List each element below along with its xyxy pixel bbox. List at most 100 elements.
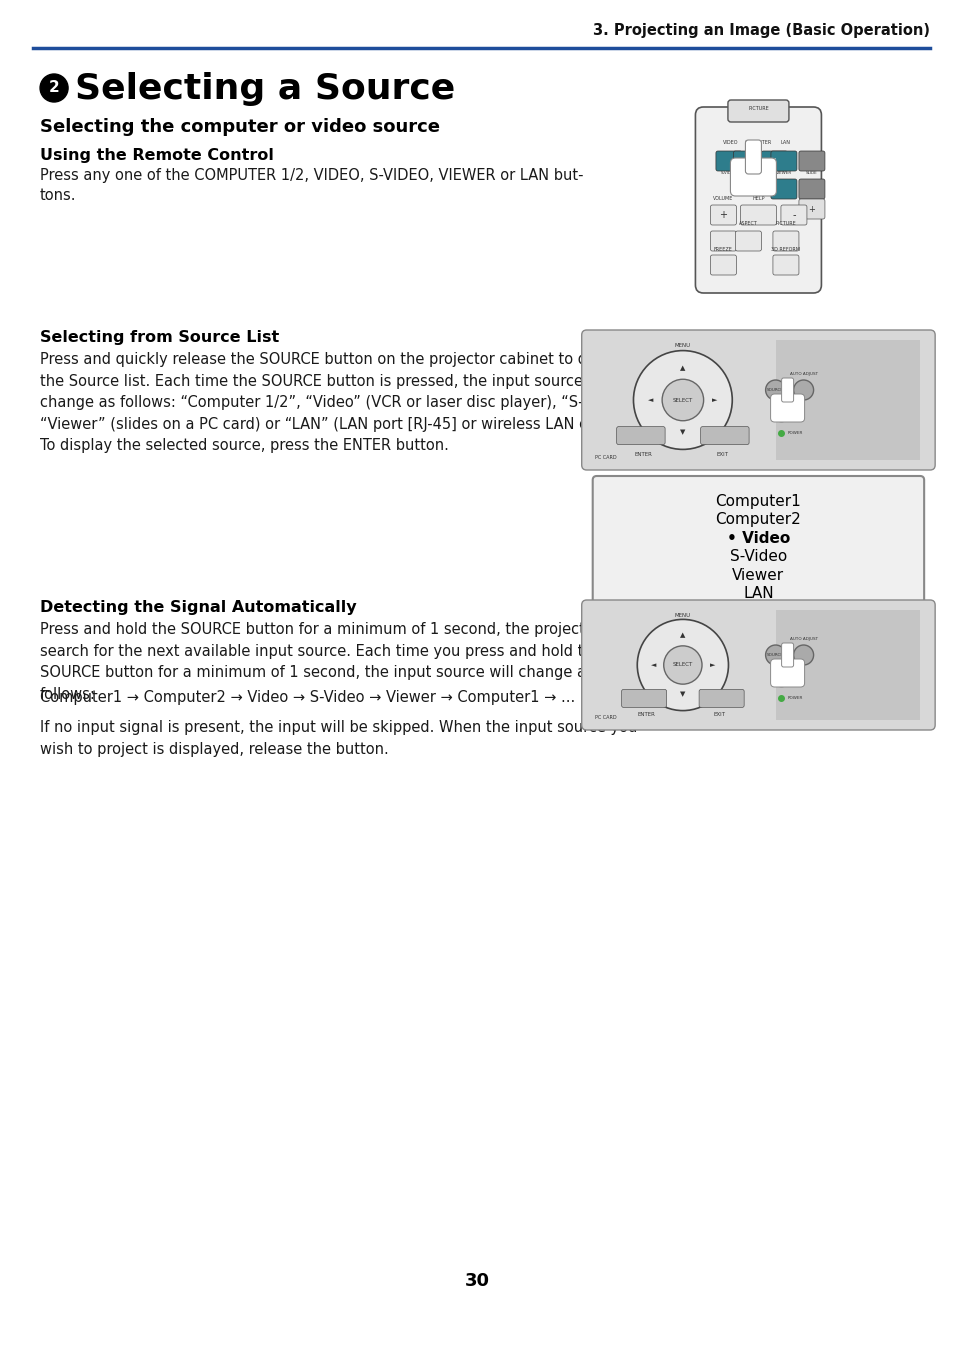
FancyBboxPatch shape [710, 231, 736, 251]
Text: COMPUTER: COMPUTER [744, 140, 771, 146]
Text: If no input signal is present, the input will be skipped. When the input source : If no input signal is present, the input… [40, 720, 637, 756]
Text: ▲: ▲ [679, 632, 685, 639]
Text: ▼: ▼ [679, 692, 685, 698]
Text: SOURCE: SOURCE [766, 652, 783, 656]
FancyBboxPatch shape [781, 643, 793, 667]
Text: ▲: ▲ [679, 365, 685, 371]
FancyBboxPatch shape [770, 151, 796, 171]
Text: +: + [807, 205, 815, 213]
FancyBboxPatch shape [772, 231, 798, 251]
Text: S-Video: S-Video [729, 550, 786, 565]
Text: LAMP: LAMP [787, 403, 798, 407]
Circle shape [633, 350, 732, 449]
FancyBboxPatch shape [616, 426, 664, 445]
Circle shape [793, 644, 813, 665]
FancyBboxPatch shape [781, 377, 793, 402]
Text: EXIT: EXIT [716, 452, 728, 457]
Text: PC CARD: PC CARD [594, 456, 616, 460]
Text: SELECT: SELECT [672, 398, 692, 403]
Text: ASPECT: ASPECT [739, 221, 757, 226]
Circle shape [661, 379, 703, 421]
Text: MENU: MENU [674, 342, 690, 348]
Text: Selecting from Source List: Selecting from Source List [40, 330, 279, 345]
FancyBboxPatch shape [775, 340, 919, 460]
Text: VIDEO: VIDEO [722, 140, 738, 146]
Text: Selecting a Source: Selecting a Source [75, 71, 455, 106]
Text: VIEWER: VIEWER [775, 171, 791, 175]
FancyBboxPatch shape [760, 151, 786, 171]
Text: 2: 2 [49, 81, 59, 96]
FancyBboxPatch shape [770, 179, 796, 200]
FancyBboxPatch shape [770, 394, 803, 422]
FancyBboxPatch shape [710, 205, 736, 225]
FancyBboxPatch shape [770, 659, 803, 687]
Text: Detecting the Signal Automatically: Detecting the Signal Automatically [40, 600, 356, 615]
Text: LAN: LAN [781, 140, 790, 146]
Text: Computer1 → Computer2 → Video → S-Video → Viewer → Computer1 → ...: Computer1 → Computer2 → Video → S-Video … [40, 690, 575, 705]
Text: +: + [719, 210, 727, 220]
FancyBboxPatch shape [735, 231, 760, 251]
Text: Viewer: Viewer [732, 568, 783, 582]
FancyBboxPatch shape [592, 476, 923, 604]
FancyBboxPatch shape [581, 600, 934, 731]
Text: • Video: • Video [726, 531, 789, 546]
Text: 2: 2 [772, 159, 776, 163]
Text: 30: 30 [464, 1273, 489, 1290]
Text: POWER: POWER [787, 431, 802, 435]
Text: POWER: POWER [787, 696, 802, 700]
Text: Selecting the computer or video source: Selecting the computer or video source [40, 119, 439, 136]
Text: MENU: MENU [674, 613, 690, 617]
Text: HELP: HELP [751, 195, 764, 201]
FancyBboxPatch shape [727, 100, 788, 123]
FancyBboxPatch shape [798, 179, 824, 200]
FancyBboxPatch shape [700, 426, 748, 445]
FancyBboxPatch shape [740, 205, 776, 225]
Text: Computer2: Computer2 [715, 512, 801, 527]
Text: 3. Projecting an Image (Basic Operation): 3. Projecting an Image (Basic Operation) [593, 23, 929, 38]
FancyBboxPatch shape [715, 151, 741, 171]
Text: Press any one of the COMPUTER 1/2, VIDEO, S-VIDEO, VIEWER or LAN but-
tons.: Press any one of the COMPUTER 1/2, VIDEO… [40, 168, 583, 202]
FancyBboxPatch shape [733, 151, 759, 171]
Text: SLIDE: SLIDE [805, 171, 817, 175]
Circle shape [637, 619, 728, 710]
Text: PICTURE: PICTURE [747, 106, 768, 112]
Text: SOURCE: SOURCE [766, 388, 783, 392]
Text: ◄: ◄ [647, 398, 653, 403]
Text: ▼: ▼ [679, 429, 685, 435]
Text: STATUS: STATUS [787, 417, 802, 421]
Text: S-VIDEO: S-VIDEO [720, 171, 737, 175]
Circle shape [765, 644, 784, 665]
Text: Computer1: Computer1 [715, 493, 801, 510]
Text: -: - [791, 210, 795, 220]
FancyBboxPatch shape [710, 255, 736, 275]
Text: FREEZE: FREEZE [713, 247, 732, 252]
Text: LAN: LAN [742, 586, 773, 601]
FancyBboxPatch shape [581, 330, 934, 470]
Text: ENTER: ENTER [637, 712, 655, 717]
Text: STATUS: STATUS [787, 682, 802, 686]
Circle shape [765, 380, 784, 400]
Text: VOLUME: VOLUME [713, 195, 733, 201]
FancyBboxPatch shape [699, 689, 743, 708]
FancyBboxPatch shape [781, 205, 806, 225]
Circle shape [663, 646, 701, 685]
Text: PC CARD: PC CARD [594, 714, 616, 720]
FancyBboxPatch shape [730, 158, 776, 195]
FancyBboxPatch shape [744, 140, 760, 174]
Circle shape [40, 74, 68, 102]
FancyBboxPatch shape [772, 255, 798, 275]
Text: EXIT: EXIT [713, 712, 724, 717]
Text: Press and quickly release the SOURCE button on the projector cabinet to display
: Press and quickly release the SOURCE but… [40, 352, 635, 453]
Text: ►: ► [709, 662, 715, 669]
Text: ENTER: ENTER [634, 452, 652, 457]
FancyBboxPatch shape [775, 611, 919, 720]
Text: PICTURE: PICTURE [775, 221, 796, 226]
Text: AUTO ADJUST: AUTO ADJUST [789, 638, 817, 642]
Text: AUTO ADJUST: AUTO ADJUST [789, 372, 817, 376]
Text: Using the Remote Control: Using the Remote Control [40, 148, 274, 163]
FancyBboxPatch shape [621, 689, 666, 708]
Text: Press and hold the SOURCE button for a minimum of 1 second, the projector will
s: Press and hold the SOURCE button for a m… [40, 621, 628, 702]
Text: ◄: ◄ [650, 662, 656, 669]
FancyBboxPatch shape [798, 151, 824, 171]
Text: ►: ► [712, 398, 717, 403]
